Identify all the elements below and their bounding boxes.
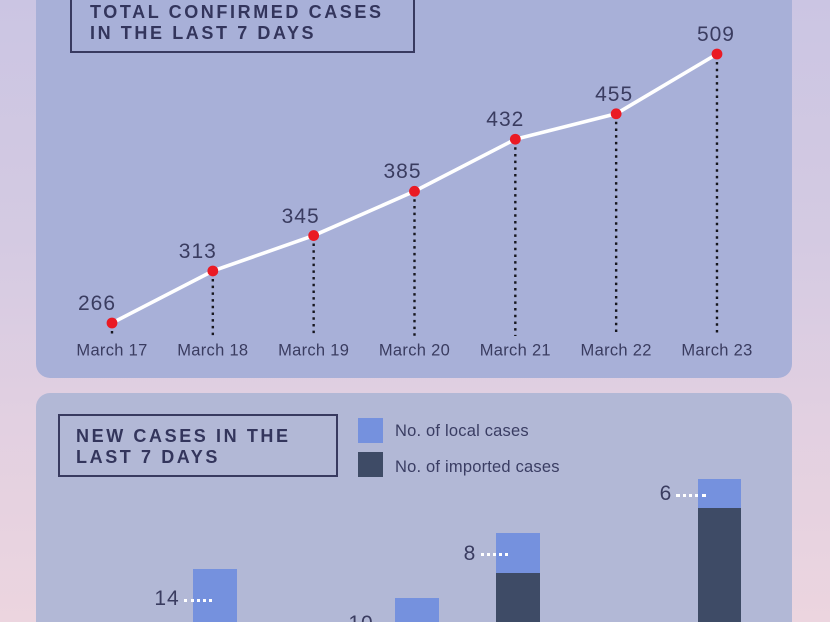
bar-value-label: 6 bbox=[659, 482, 673, 505]
point-value-label: 345 bbox=[281, 204, 320, 228]
x-axis-label: March 22 bbox=[580, 341, 652, 360]
leader-dots bbox=[676, 494, 706, 497]
point-value-label: 509 bbox=[696, 23, 735, 46]
bar-value-label: 10 bbox=[348, 612, 373, 622]
total-cases-panel bbox=[36, 0, 792, 378]
imported-cases-swatch-icon bbox=[358, 452, 383, 477]
point-value-label: 432 bbox=[486, 108, 525, 132]
local-cases-swatch-icon bbox=[358, 418, 383, 443]
bar-imported-segment bbox=[496, 573, 540, 622]
x-axis-label: March 20 bbox=[378, 341, 451, 360]
leader-dots bbox=[184, 599, 212, 602]
new-cases-title-line1: NEW CASES IN THE bbox=[76, 426, 291, 446]
new-cases-title-line2: LAST 7 DAYS bbox=[76, 447, 220, 467]
imported-cases-legend-label: No. of imported cases bbox=[395, 458, 560, 476]
new-cases-panel bbox=[36, 393, 792, 622]
x-axis-label: March 23 bbox=[681, 341, 753, 360]
new-cases-title-box: NEW CASES IN THE LAST 7 DAYS bbox=[58, 414, 338, 477]
total-cases-title-line2: IN THE LAST 7 DAYS bbox=[90, 23, 317, 43]
point-value-label: 266 bbox=[77, 292, 117, 315]
bar-local-segment bbox=[395, 598, 439, 622]
bar-value-label: 8 bbox=[463, 542, 477, 565]
x-axis-label: March 21 bbox=[479, 341, 551, 360]
point-value-label: 455 bbox=[595, 82, 634, 106]
total-cases-title-line1: TOTAL CONFIRMED CASES bbox=[90, 2, 384, 22]
total-cases-title-box: TOTAL CONFIRMED CASES IN THE LAST 7 DAYS bbox=[70, 0, 415, 53]
bar-local-segment bbox=[193, 569, 237, 622]
point-value-label: 313 bbox=[178, 239, 217, 263]
x-axis-label: March 18 bbox=[177, 341, 249, 360]
bar-imported-segment bbox=[698, 508, 741, 622]
x-axis-label: March 17 bbox=[76, 341, 148, 360]
bar-local-segment bbox=[698, 479, 741, 508]
local-cases-legend-label: No. of local cases bbox=[395, 422, 529, 440]
bar-value-label: 14 bbox=[154, 587, 180, 610]
x-axis-label: March 19 bbox=[278, 341, 350, 360]
leader-dots bbox=[481, 553, 508, 556]
point-value-label: 385 bbox=[383, 160, 422, 184]
